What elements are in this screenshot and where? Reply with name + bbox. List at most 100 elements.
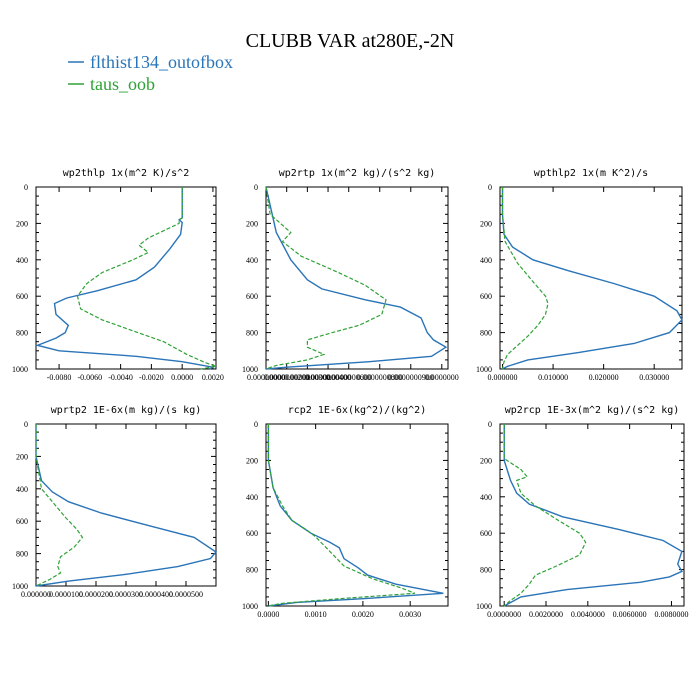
x-tick-label: -0.0080 xyxy=(47,373,72,382)
x-tick-label: -0.0040 xyxy=(108,373,133,382)
y-tick-label: 1000 xyxy=(242,602,258,611)
series-line-taus_oob xyxy=(501,187,549,370)
y-tick-label: 0 xyxy=(254,420,258,429)
y-tick-label: 200 xyxy=(16,219,28,228)
y-tick-label: 800 xyxy=(246,329,258,338)
x-tick-label: 0.0000 xyxy=(257,610,279,619)
x-tick-label: 0.000000 xyxy=(488,373,518,382)
y-tick-label: 1000 xyxy=(12,365,28,374)
panel-title: wp2rtp 1x(m^2 kg)/(s^2 kg) xyxy=(279,168,436,179)
series-line-flthist134_outofbox xyxy=(501,187,683,370)
y-tick-label: 400 xyxy=(480,256,492,265)
x-tick-label: -0.0020 xyxy=(139,373,164,382)
y-tick-label: 0 xyxy=(24,420,28,429)
panels: wp2thlp 1x(m^2 K)/s^2 0 200 400 600 800 1000 -0… xyxy=(12,168,688,619)
y-tick-label: 400 xyxy=(246,493,258,502)
y-tick-label: 200 xyxy=(246,219,258,228)
y-tick-label: 400 xyxy=(246,256,258,265)
x-tick-label: 0.0020 xyxy=(352,610,374,619)
legend-label-2: taus_oob xyxy=(90,74,155,94)
y-tick-label: 400 xyxy=(480,493,492,502)
legend-label-1: flthist134_outofbox xyxy=(90,52,233,72)
y-tick-label: 1000 xyxy=(242,365,258,374)
x-tick-label: 0.0000 xyxy=(171,373,193,382)
y-tick-label: 0 xyxy=(24,183,28,192)
panel-6: wp2rcp 1E-3x(m^2 kg)/(s^2 kg) 0 200 400 600 8… xyxy=(476,405,688,619)
x-tick-label: 0.010000 xyxy=(538,373,568,382)
y-tick-label: 600 xyxy=(16,517,28,526)
series-line-flthist134_outofbox xyxy=(35,424,218,587)
y-tick-label: 1000 xyxy=(476,602,492,611)
y-tick-label: 800 xyxy=(246,566,258,575)
panel-title: wpthlp2 1x(m K^2)/s xyxy=(534,168,648,179)
y-tick-label: 0 xyxy=(488,183,492,192)
x-tick-label: 0.0000000200 xyxy=(264,373,310,382)
y-tick-label: 200 xyxy=(480,219,492,228)
x-tick-label: 0.0020000 xyxy=(529,610,563,619)
x-tick-label: 0.0000000 xyxy=(487,610,521,619)
x-tick-label: 0.0060000 xyxy=(613,610,647,619)
x-tick-label: 0.0000000 xyxy=(425,373,459,382)
x-tick-label: 0.0000200 xyxy=(79,590,113,599)
y-tick-label: 600 xyxy=(480,292,492,301)
plot-frame xyxy=(35,186,217,370)
series-line-flthist134_outofbox xyxy=(35,187,215,370)
x-tick-label: 0.0040000 xyxy=(571,610,605,619)
y-tick-label: 0 xyxy=(488,420,492,429)
panel-title: wp2thlp 1x(m^2 K)/s^2 xyxy=(63,168,189,179)
x-tick-label: 0.0000100 xyxy=(49,590,83,599)
plot-frame xyxy=(35,423,217,587)
y-tick-label: 600 xyxy=(246,292,258,301)
x-tick-label: 0.030000 xyxy=(639,373,669,382)
plot-frame xyxy=(499,186,683,370)
y-tick-label: 200 xyxy=(16,452,28,461)
panel-title: rcp2 1E-6x(kg^2)/(kg^2) xyxy=(288,405,426,416)
y-tick-label: 600 xyxy=(16,292,28,301)
y-tick-label: 1000 xyxy=(12,582,28,591)
series-line-taus_oob xyxy=(265,186,387,370)
x-tick-label: 0.0000400 xyxy=(139,590,173,599)
series-line-taus_oob xyxy=(76,187,217,370)
panel-1: wp2thlp 1x(m^2 K)/s^2 0 200 400 600 800 1000 -0… xyxy=(12,168,224,382)
figure-title: CLUBB VAR at280E,-2N xyxy=(246,30,455,52)
panel-4: wprtp2 1E-6x(m kg)/(s kg) 0 200 400 600 800 10… xyxy=(12,405,218,599)
x-tick-label: 0.00000000 xyxy=(247,373,285,382)
y-tick-label: 600 xyxy=(480,529,492,538)
x-tick-label: -0.0060 xyxy=(78,373,103,382)
plot-frame xyxy=(265,423,449,607)
x-tick-label: 0.0000500 xyxy=(169,590,203,599)
x-tick-label: 0.0000000900 xyxy=(388,373,434,382)
plot-frame xyxy=(265,186,449,370)
x-tick-label: 0.0000000800 xyxy=(357,373,403,382)
panel-title: wp2rcp 1E-3x(m^2 kg)/(s^2 kg) xyxy=(505,405,680,416)
y-tick-label: 400 xyxy=(16,485,28,494)
x-tick-label: 0.000000 xyxy=(21,590,51,599)
series-line-flthist134_outofbox xyxy=(267,424,444,607)
series-line-taus_oob xyxy=(267,424,416,607)
panel-2: wp2rtp 1x(m^2 kg)/(s^2 kg) 0 200 400 600 800 1… xyxy=(242,168,459,382)
x-tick-label: 0.0080000 xyxy=(654,610,688,619)
y-tick-label: 400 xyxy=(16,256,28,265)
y-tick-label: 200 xyxy=(246,456,258,465)
series-line-taus_oob xyxy=(503,424,587,607)
y-tick-label: 200 xyxy=(480,456,492,465)
x-tick-label: 0.0000300 xyxy=(109,590,143,599)
legend: flthist134_outofbox taus_oob xyxy=(68,52,233,94)
series-line-flthist134_outofbox xyxy=(265,186,448,370)
y-tick-label: 0 xyxy=(254,183,258,192)
series-line-taus_oob xyxy=(35,424,84,587)
y-tick-label: 800 xyxy=(16,329,28,338)
y-tick-label: 800 xyxy=(480,329,492,338)
y-tick-label: 800 xyxy=(480,566,492,575)
x-tick-label: 0.020000 xyxy=(589,373,619,382)
y-tick-label: 1000 xyxy=(476,365,492,374)
x-tick-label: 0.0000000400 xyxy=(305,373,351,382)
panel-title: wprtp2 1E-6x(m kg)/(s kg) xyxy=(51,405,202,416)
x-tick-label: 0.0030 xyxy=(399,610,421,619)
series-line-flthist134_outofbox xyxy=(503,424,683,607)
y-tick-label: 800 xyxy=(16,550,28,559)
x-tick-label: 0.0010 xyxy=(305,610,327,619)
x-tick-label: 0.0000000300 xyxy=(284,373,330,382)
panel-5: rcp2 1E-6x(kg^2)/(kg^2) 0 200 400 600 800 1000… xyxy=(242,405,449,619)
